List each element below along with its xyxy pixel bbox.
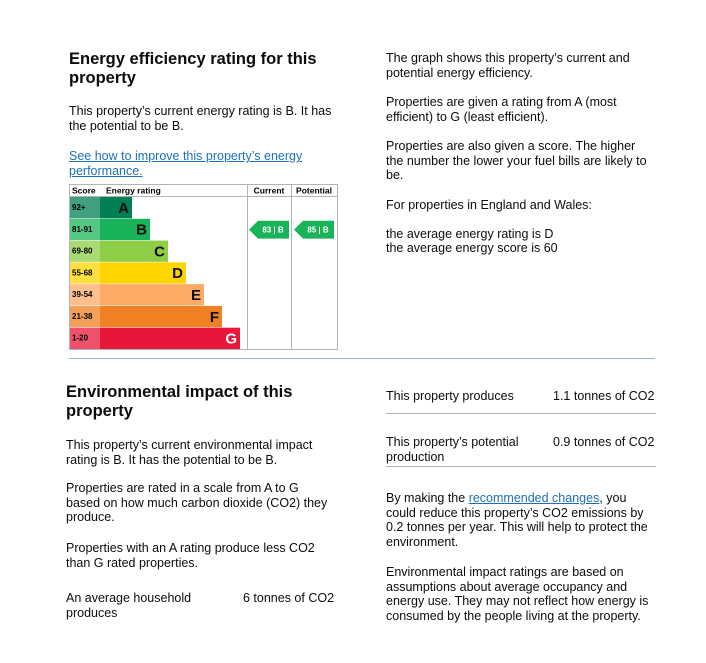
- label: This property’s potential production: [386, 435, 519, 464]
- paragraph: This property’s current energy rating is…: [69, 104, 332, 133]
- rating-label: 85 | B: [307, 225, 329, 234]
- band: [100, 197, 132, 219]
- border: [69, 184, 338, 350]
- value: 6 tonnes of CO2: [243, 591, 335, 605]
- header: Score: [72, 185, 96, 195]
- score-cell: [70, 284, 100, 306]
- band-letter: G: [225, 331, 237, 348]
- band: [100, 284, 204, 306]
- separator: [386, 413, 656, 414]
- band-letter: C: [154, 243, 165, 260]
- band-letter: D: [172, 265, 183, 282]
- band: [100, 305, 222, 328]
- band-letter: B: [136, 222, 147, 239]
- score-cell: [70, 218, 100, 241]
- rating-arrow: [294, 220, 334, 239]
- band-letter: A: [118, 200, 129, 217]
- header: Energy rating: [106, 185, 161, 195]
- paragraph: This property’s current environmental im…: [66, 438, 313, 467]
- value: 0.9 tonnes of CO2: [553, 435, 655, 449]
- paragraph: The graph shows this property’s current …: [386, 51, 630, 80]
- text: By making the: [386, 491, 469, 505]
- paragraph: For properties in England and Wales:: [386, 198, 592, 212]
- epc-chart: Score Energy rating Current Potential 92…: [69, 184, 338, 350]
- paragraph: By making the recommended changes, you c…: [386, 491, 654, 549]
- score-cell: [70, 197, 100, 219]
- label: An average household produces: [66, 591, 192, 620]
- band: [100, 218, 150, 241]
- band-letter: E: [191, 287, 201, 304]
- text: , you could reduce this property’s CO2 e…: [386, 491, 648, 549]
- separator: [69, 358, 655, 359]
- score: 55-68: [72, 268, 93, 277]
- paragraph: Properties with an A rating produce less…: [66, 541, 315, 570]
- score: 39-54: [72, 290, 93, 299]
- separator: [386, 466, 656, 467]
- paragraph: Properties are given a rating from A (mo…: [386, 95, 617, 124]
- title: Environmental impact of this property: [66, 383, 293, 420]
- rating-label: 83 | B: [262, 225, 284, 234]
- band-letter: F: [210, 309, 219, 326]
- paragraph: Environmental impact ratings are based o…: [386, 565, 649, 623]
- value: 1.1 tonnes of CO2: [553, 389, 655, 403]
- header: Current: [254, 185, 285, 195]
- score: 69-80: [72, 247, 93, 256]
- score: 92+: [72, 203, 86, 212]
- band: [100, 240, 168, 262]
- rating-arrow: [249, 220, 289, 239]
- link[interactable]: See how to improve this property’s energ…: [69, 149, 303, 178]
- link[interactable]: recommended changes: [468, 491, 600, 505]
- score: 1-20: [72, 334, 89, 343]
- score-cell: [70, 240, 100, 262]
- score-cell: [70, 327, 100, 349]
- band: [100, 327, 240, 349]
- paragraph: Properties are rated in a scale from A t…: [66, 481, 328, 524]
- score: 21-38: [72, 312, 93, 321]
- paragraph: the average energy rating is D: [386, 227, 554, 241]
- paragraph: the average energy score is 60: [386, 241, 558, 255]
- paragraph: Properties are also given a score. The h…: [386, 139, 647, 182]
- score: 81-91: [72, 225, 93, 234]
- title: Energy efficiency rating for this proper…: [69, 50, 317, 87]
- score-cell: [70, 262, 100, 284]
- header: Potential: [296, 185, 332, 195]
- band: [100, 262, 186, 284]
- label: This property produces: [386, 389, 514, 403]
- score-cell: [70, 305, 100, 328]
